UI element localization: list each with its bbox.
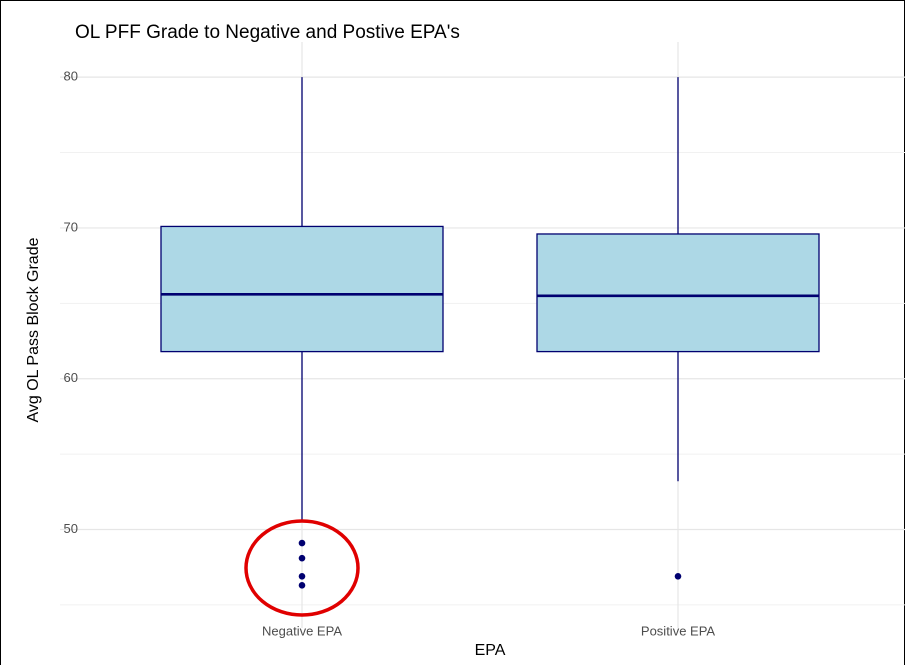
outlier [298, 554, 306, 562]
y-tick-label: 80 [64, 69, 78, 84]
x-axis-label: EPA [475, 642, 506, 659]
box [536, 233, 820, 353]
box [160, 225, 444, 353]
outlier [298, 582, 306, 589]
outlier [298, 572, 306, 580]
y-tick-label: 60 [64, 370, 78, 385]
outlier [298, 539, 306, 547]
highlight-circle [244, 519, 360, 617]
chart-title: OL PFF Grade to Negative and Postive EPA… [75, 22, 460, 43]
plot-area: 50 60 70 80 Negative EPA Positive EPA [60, 42, 905, 638]
y-tick-label: 50 [64, 521, 78, 536]
x-tick-label: Positive EPA [641, 623, 716, 638]
outlier [674, 572, 682, 580]
y-tick-label: 70 [64, 219, 78, 234]
x-tick-label: Negative EPA [262, 623, 342, 638]
y-axis-label: Avg OL Pass Block Grade [25, 237, 42, 422]
